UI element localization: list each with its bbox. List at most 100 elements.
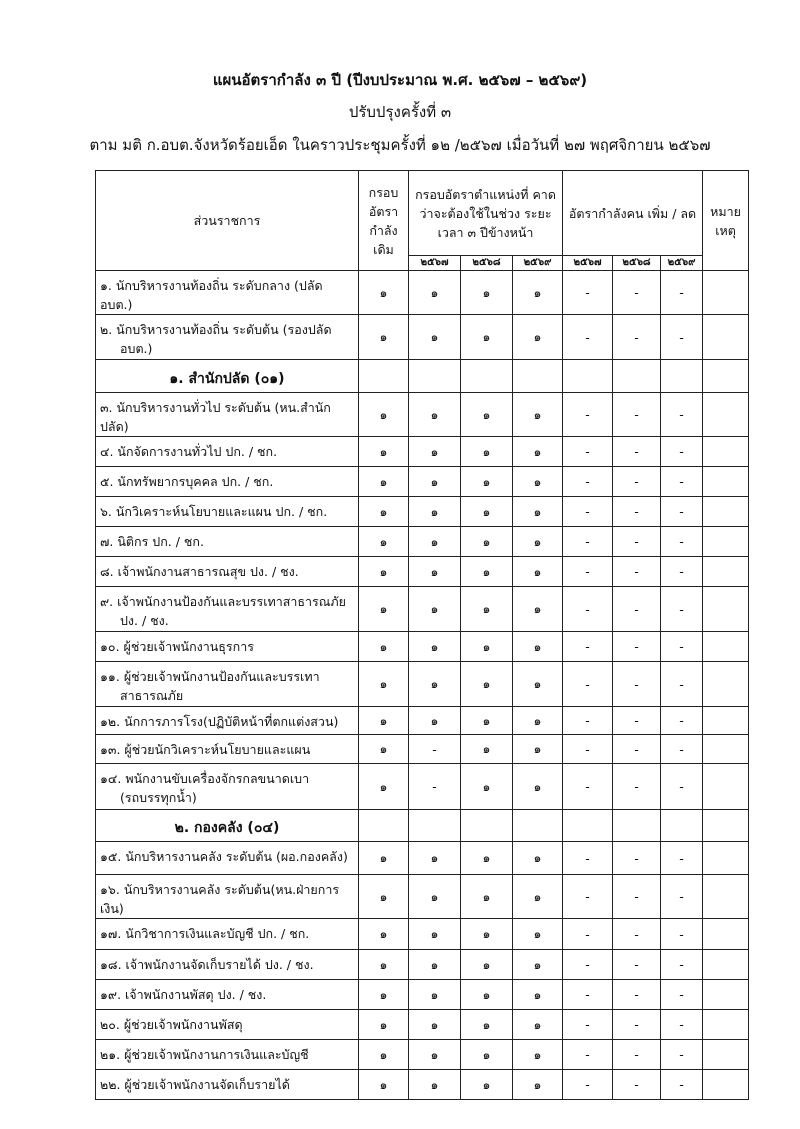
- value-cell: -: [612, 1039, 662, 1070]
- position-name: ๕. นักทรัพยากรบุคคล ปก. / ชก.: [95, 466, 359, 497]
- header-expected: กรอบอัตราตำแหน่งที่ คาดว่าจะต้องใช้ในช่ว…: [407, 170, 564, 256]
- value-cell: -: [612, 496, 662, 527]
- document-title: แผนอัตรากำลัง ๓ ปี (ปีงบประมาณ พ.ศ. ๒๕๖๗…: [212, 71, 588, 89]
- table-row: ๘. เจ้าพนักงานสาธารณสุข ปง. / ชง. ๑๑๑๑- - -: [95, 556, 750, 587]
- header-division: ส่วนราชการ: [95, 170, 359, 271]
- value-cell: -: [660, 1069, 704, 1100]
- value-cell: -: [660, 436, 704, 467]
- value-cell: ๑: [358, 734, 409, 764]
- value-cell: ๑: [460, 556, 513, 587]
- value-cell: ๑: [408, 979, 461, 1010]
- value-cell: ๑: [511, 841, 564, 875]
- value-cell: -: [612, 706, 662, 735]
- value-cell: -: [562, 1009, 614, 1040]
- value-cell: ๑: [511, 918, 564, 950]
- value-cell: ๑: [358, 841, 409, 875]
- value-cell: -: [660, 466, 704, 497]
- value-cell: ๑: [408, 661, 461, 707]
- value-cell: ๑: [460, 874, 513, 919]
- value-cell: ๑: [358, 661, 409, 707]
- value-cell: -: [562, 949, 614, 980]
- value-cell: ๑: [358, 466, 409, 497]
- table-row: ๔. นักจัดการงานทั่วไป ปก. / ชก. ๑๑๑๑- - -: [95, 436, 750, 467]
- position-name-line1: ๑๔. พนักงานขับเครื่องจักรกลขนาดเบา: [100, 771, 310, 786]
- year-header: ๒๕๖๙: [660, 255, 704, 271]
- value-cell: ๑: [358, 556, 409, 587]
- value-cell: ๑: [408, 1039, 461, 1070]
- value-cell: -: [562, 586, 614, 632]
- table-row: ๓. นักบริหารงานทั่วไป ระดับต้น (หน.สำนัก…: [95, 392, 750, 437]
- value-cell: ๑: [460, 841, 513, 875]
- empty-cell: [702, 359, 750, 393]
- empty-cell: [408, 809, 461, 842]
- empty-cell: [660, 809, 704, 842]
- value-cell: ๑: [408, 841, 461, 875]
- value-cell: -: [612, 841, 662, 875]
- value-cell: ๑: [358, 270, 409, 315]
- table-row: ๑๘. เจ้าพนักงานจัดเก็บรายได้ ปง. / ชง. ๑๑…: [95, 949, 750, 980]
- remark-cell: [702, 979, 750, 1010]
- value-cell: -: [612, 874, 662, 919]
- position-name-line1: ๖. นักวิเคราะห์นโยบายและแผน ปก. / ชก.: [100, 504, 328, 519]
- position-name: ๑๑. ผู้ช่วยเจ้าพนักงานป้องกันและบรรเทา สา…: [95, 661, 359, 707]
- value-cell: ๑: [511, 1069, 564, 1100]
- value-cell: ๑: [408, 706, 461, 735]
- position-name-line1: ๑๑. ผู้ช่วยเจ้าพนักงานป้องกันและบรรเทา: [100, 669, 320, 684]
- resolution-line: ตาม มติ ก.อบต.จังหวัดร้อยเอ็ด ในคราวประช…: [89, 136, 711, 154]
- remark-cell: [702, 734, 750, 764]
- value-cell: ๑: [511, 979, 564, 1010]
- value-cell: ๑: [408, 436, 461, 467]
- position-name-line1: ๘. เจ้าพนักงานสาธารณสุข ปง. / ชง.: [100, 564, 299, 579]
- value-cell: -: [660, 556, 704, 587]
- value-cell: ๑: [460, 706, 513, 735]
- value-cell: -: [612, 270, 662, 315]
- position-name: ๓. นักบริหารงานทั่วไป ระดับต้น (หน.สำนัก…: [95, 392, 359, 437]
- value-cell: ๑: [408, 1009, 461, 1040]
- position-name: ๑๒. นักการภารโรง(ปฏิบัติหน้าที่ตกแต่งสวน…: [95, 706, 359, 735]
- value-cell: -: [660, 392, 704, 437]
- year-header: ๒๕๖๙: [511, 255, 564, 271]
- table-row: ๑๒. นักการภารโรง(ปฏิบัติหน้าที่ตกแต่งสวน…: [95, 706, 750, 735]
- value-cell: -: [612, 763, 662, 810]
- value-cell: -: [562, 979, 614, 1010]
- value-cell: ๑: [511, 526, 564, 557]
- value-cell: ๑: [358, 436, 409, 467]
- value-cell: ๑: [358, 526, 409, 557]
- document-subtitle: ปรับปรุงครั้งที่ ๓: [348, 103, 452, 121]
- value-cell: ๑: [358, 1009, 409, 1040]
- value-cell: -: [660, 1009, 704, 1040]
- table-row: ๒๑. ผู้ช่วยเจ้าพนักงานการเงินและบัญชี๑๑๑…: [95, 1039, 750, 1070]
- empty-cell: [702, 809, 750, 842]
- position-name: ๑๘. เจ้าพนักงานจัดเก็บรายได้ ปง. / ชง.: [95, 949, 359, 980]
- value-cell: -: [660, 586, 704, 632]
- value-cell: ๑: [408, 270, 461, 315]
- value-cell: ๑: [408, 556, 461, 587]
- year-header: ๒๕๖๘: [460, 255, 513, 271]
- empty-cell: [612, 359, 662, 393]
- value-cell: ๑: [408, 918, 461, 950]
- position-name: ๑๔. พนักงานขับเครื่องจักรกลขนาดเบา (รถบรร…: [95, 763, 359, 810]
- value-cell: ๑: [460, 496, 513, 527]
- position-name-line1: ๑๒. นักการภารโรง(ปฏิบัติหน้าที่ตกแต่งสวน…: [100, 714, 339, 729]
- table-row: ๑๑. ผู้ช่วยเจ้าพนักงานป้องกันและบรรเทา สา…: [95, 661, 750, 707]
- value-cell: -: [612, 661, 662, 707]
- position-name: ๘. เจ้าพนักงานสาธารณสุข ปง. / ชง.: [95, 556, 359, 587]
- remark-cell: [702, 1039, 750, 1070]
- value-cell: ๑: [358, 631, 409, 662]
- value-cell: -: [562, 841, 614, 875]
- value-cell: -: [562, 763, 614, 810]
- value-cell: ๑: [460, 1009, 513, 1040]
- table-row: ๑๔. พนักงานขับเครื่องจักรกลขนาดเบา (รถบรร…: [95, 763, 750, 810]
- value-cell: -: [612, 734, 662, 764]
- value-cell: ๑: [460, 1039, 513, 1070]
- empty-cell: [460, 359, 513, 393]
- empty-cell: [460, 809, 513, 842]
- value-cell: -: [612, 979, 662, 1010]
- remark-cell: [702, 314, 750, 360]
- value-cell: ๑: [511, 706, 564, 735]
- table-row: ๑๙. เจ้าพนักงานพัสดุ ปง. / ชง. ๑๑๑๑- - -: [95, 979, 750, 1010]
- value-cell: -: [660, 496, 704, 527]
- value-cell: ๑: [408, 586, 461, 632]
- value-cell: -: [660, 706, 704, 735]
- value-cell: -: [408, 763, 461, 810]
